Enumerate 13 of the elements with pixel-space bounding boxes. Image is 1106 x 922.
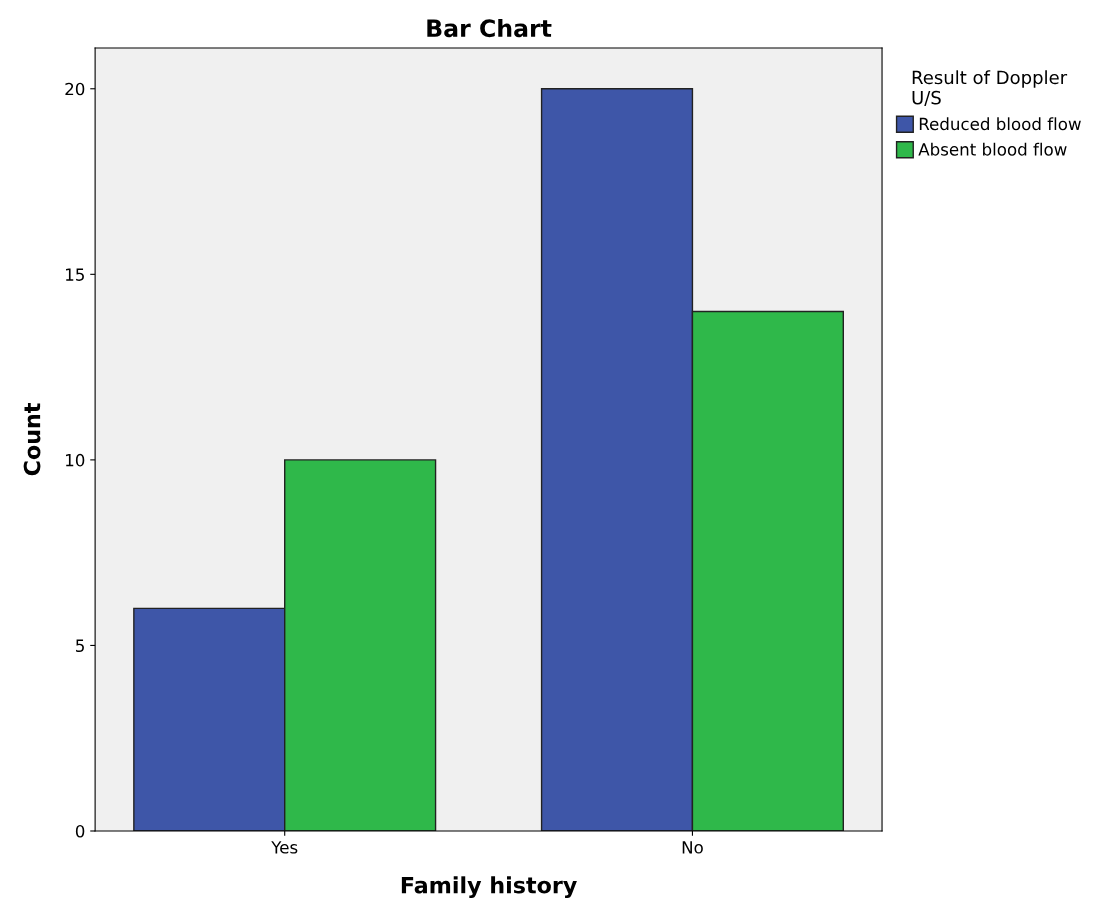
x-axis-title: Family history <box>401 876 577 898</box>
y-axis-title: Count <box>23 403 41 476</box>
legend-title: Result of Doppler U/S <box>912 70 1068 106</box>
y-tick-label: 20 <box>65 82 85 96</box>
legend-label: Absent blood flow <box>918 142 1067 156</box>
y-tick-label: 0 <box>75 824 85 838</box>
y-tick-label: 5 <box>76 639 84 653</box>
y-tick-label: 15 <box>66 268 84 281</box>
y-tick-label: 10 <box>66 453 85 467</box>
x-tick-label: Yes <box>271 841 298 854</box>
legend-label: Reduced blood flow <box>919 117 1081 131</box>
chart-title: Bar Chart <box>427 18 552 38</box>
x-tick-label: No <box>682 841 703 854</box>
